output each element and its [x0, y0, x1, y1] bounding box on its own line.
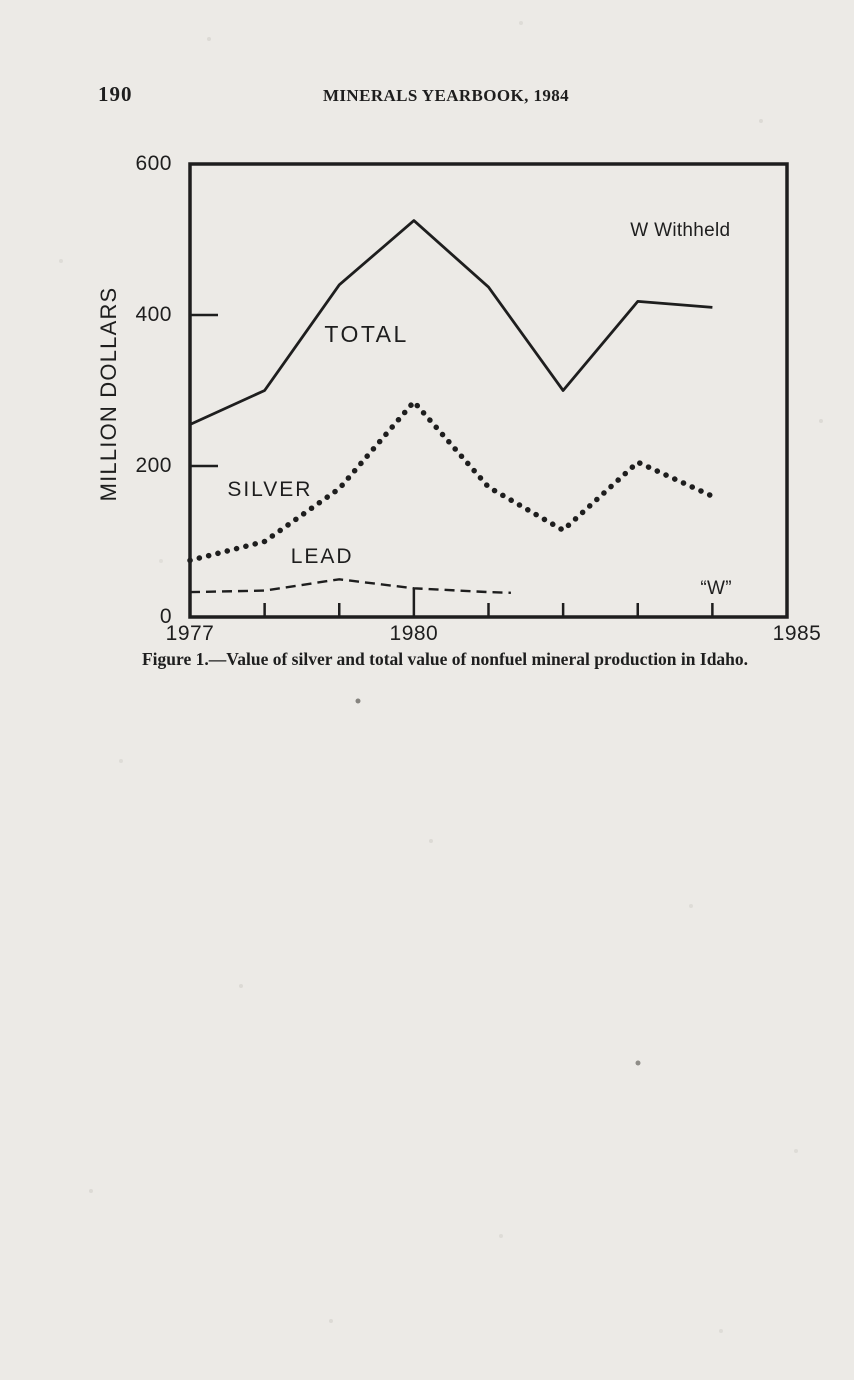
lead-line — [189, 578, 511, 594]
x-tick-label-1977: 1977 — [165, 622, 215, 645]
annotation-w: “W” — [700, 577, 732, 599]
page-number: 190 — [98, 82, 133, 106]
annotation-lead: LEAD — [290, 544, 354, 568]
chart-canvas — [187, 162, 789, 619]
silver-line — [187, 399, 716, 564]
annotation-w-withheld: W Withheld — [630, 219, 731, 241]
running-header: MINERALS YEARBOOK, 1984 — [322, 86, 570, 105]
figure-1-chart: 1977 1980 1985 0 200 400 600 TOTAL SILVER LEAD W W… — [135, 152, 822, 645]
annotation-total: TOTAL — [324, 320, 409, 347]
figure-caption: Figure 1.—Value of silver and total valu… — [141, 649, 749, 669]
y-tick-label-600: 600 — [135, 152, 172, 175]
paper-speckles — [0, 0, 2, 2]
x-tick-label-1980: 1980 — [389, 622, 439, 645]
y-tick-label-200: 200 — [135, 454, 172, 477]
y-tick-label-0: 0 — [159, 605, 172, 628]
x-tick-label-1985: 1985 — [772, 622, 822, 645]
y-tick-label-400: 400 — [135, 303, 172, 326]
annotation-silver: SILVER — [227, 478, 313, 502]
y-axis-title: MILLION DOLLARS — [96, 286, 121, 502]
total-line — [189, 219, 713, 426]
